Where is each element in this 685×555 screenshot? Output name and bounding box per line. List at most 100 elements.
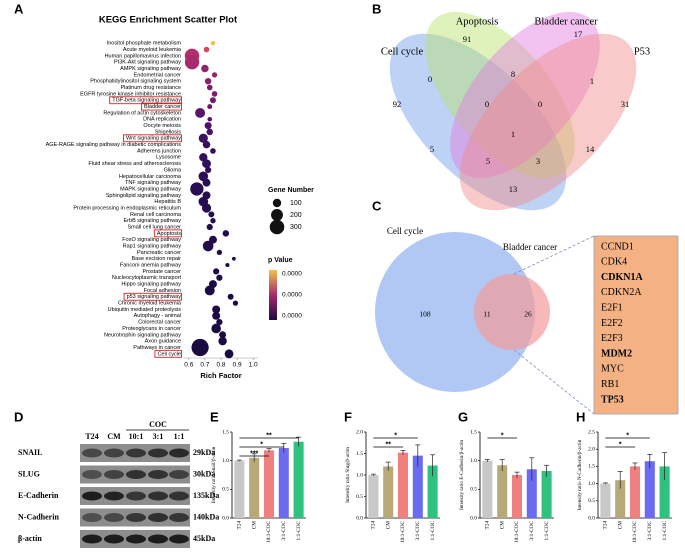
venn-count: 14 [586, 144, 595, 154]
pathway-label: Bladder cancer [144, 104, 181, 110]
enrichment-point [212, 305, 221, 314]
pathway-label: Focal adhesion [144, 288, 181, 294]
pathway-label: MAPK signaling pathway [120, 186, 181, 192]
enrichment-point [202, 159, 211, 169]
significance-label: * [260, 441, 263, 448]
x-tick-label: CM [251, 521, 257, 530]
y-tick-label: 2.5 [588, 429, 595, 435]
row-label: N-Cadherin [18, 512, 59, 521]
x-tick-label: T24 [371, 521, 377, 530]
x-tick-label: 0.7 [200, 362, 209, 369]
venn-count: 17 [574, 29, 583, 39]
bar [368, 475, 379, 518]
enrichment-point [216, 319, 223, 326]
color-legend-label: 0.0000 [282, 292, 302, 299]
bar [600, 483, 611, 518]
enrichment-point [204, 77, 212, 85]
pathway-label: Base excision repair [131, 256, 181, 262]
x-tick-label: CM [499, 521, 505, 530]
enrichment-point [224, 349, 234, 359]
x-tick-label: T24 [237, 521, 243, 530]
bar [497, 465, 508, 518]
venn-count: 108 [419, 310, 431, 319]
pathway-label: Glioma [164, 167, 182, 173]
x-tick-label: 3:1-COC [647, 521, 653, 541]
enrichment-point [206, 84, 213, 91]
venn-set [375, 232, 535, 392]
pathway-label: Hippo signaling pathway [121, 282, 181, 288]
venn-set [389, 33, 567, 211]
x-tick-label: 10:1-COC [266, 521, 272, 544]
enrichment-point [202, 140, 211, 149]
pathway-label: TGF-beta signaling pathway [112, 98, 181, 104]
pathway-label: Ubiquitin mediated proteolysis [108, 307, 182, 313]
blot-band [148, 448, 168, 458]
blot-band [82, 513, 102, 522]
size-legend-dot [271, 209, 283, 221]
y-tick-label: 2.0 [588, 446, 595, 452]
bar [615, 480, 626, 518]
highlight-box [123, 134, 182, 143]
gene-label: TP53 [601, 394, 624, 405]
blot-band [126, 448, 146, 458]
color-legend-label: 0.0000 [282, 271, 302, 278]
y-tick-label: 1.0 [470, 458, 477, 464]
pathway-label: Regulation of actin cytoskeleton [103, 110, 181, 116]
venn-set [425, 11, 575, 179]
lane-label: 1:1 [174, 432, 185, 441]
pathway-label: Renal cell carcinoma [130, 212, 182, 218]
gene-label: E2F2 [601, 318, 623, 329]
pathway-label: Cell cycle [157, 351, 181, 357]
row-label: E-Cadherin [18, 491, 59, 500]
venn-count: 5 [486, 156, 490, 166]
enrichment-point [198, 171, 209, 182]
bar [482, 460, 493, 518]
significance-label: * [394, 432, 397, 439]
venn-count: 0 [538, 99, 542, 109]
panel-label: H [576, 409, 585, 424]
x-tick-label: 3:1-COC [415, 521, 421, 541]
row-size: 30kDa [193, 469, 215, 478]
row-label: SLUG [18, 469, 40, 478]
panel-label: F [344, 409, 352, 424]
highlight-box [141, 102, 182, 111]
enrichment-point [206, 223, 213, 231]
y-tick-label: 1.0 [588, 481, 595, 487]
bar [397, 452, 409, 518]
x-tick-label: CM [617, 521, 623, 530]
pathway-label: Nucleocytoplasmic transport [112, 275, 182, 281]
pathway-label: Wnt signaling pathway [126, 136, 181, 142]
venn-count: 31 [621, 99, 630, 109]
size-legend-dot [272, 198, 282, 208]
enrichment-point [211, 323, 221, 334]
pathway-label: Colorectal cancer [138, 320, 181, 326]
blot-band [148, 491, 168, 501]
pathway-label: TNF signaling pathway [125, 180, 181, 186]
blot-band [169, 491, 189, 501]
row-size: 45kDa [193, 534, 215, 543]
pathway-label: Human papillomavirus infection [105, 53, 181, 59]
enrichment-point [191, 338, 209, 357]
lane-label: 10:1 [129, 432, 144, 441]
pathway-label: Sphingolipid signaling pathway [106, 193, 181, 199]
enrichment-point [216, 274, 223, 281]
y-axis-label: Intensity ratio E-Cadherin/β-actin [459, 440, 465, 510]
venn-set-label: Bladder cancer [503, 242, 557, 252]
bar [278, 448, 289, 518]
row-label: β-actin [18, 534, 42, 543]
enrichment-point [198, 133, 208, 143]
gene-label: CDKN2A [601, 287, 642, 298]
pathway-label: Shigellosis [155, 129, 182, 135]
size-legend-title: Gene Number [268, 187, 314, 194]
pathway-label: PI3K-Akt signaling pathway [114, 60, 181, 66]
pathway-label: Pathways in cancer [133, 345, 181, 351]
x-axis-label: Rich Factor [200, 371, 241, 380]
x-tick-label: 1:1-COC [544, 521, 550, 541]
venn-set [450, 11, 600, 179]
pathway-label: ErbB signaling pathway [124, 218, 182, 224]
blot-band [126, 513, 146, 522]
blot-band [169, 534, 189, 544]
enrichment-point [232, 300, 239, 306]
gene-label: MYC [601, 364, 624, 375]
